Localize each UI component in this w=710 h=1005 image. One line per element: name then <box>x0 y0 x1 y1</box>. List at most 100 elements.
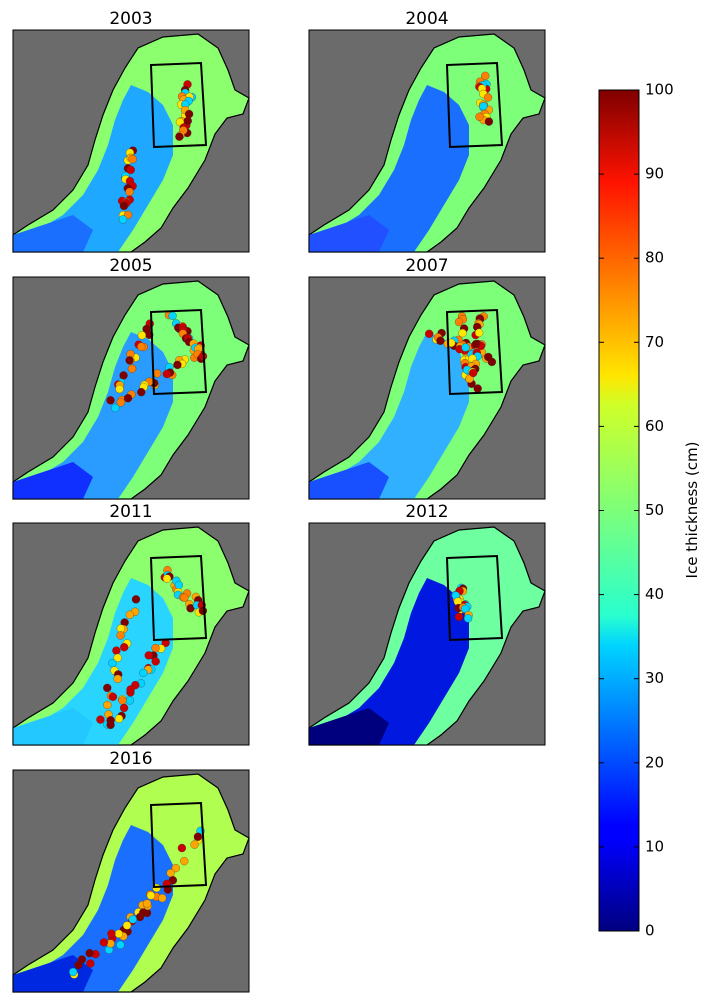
track-dot <box>473 384 482 393</box>
track-dot <box>86 959 95 968</box>
track-dot <box>116 398 125 407</box>
study-box <box>149 554 208 642</box>
tick-label: 90 <box>645 165 664 183</box>
track-dot <box>190 840 199 849</box>
track-dot <box>461 604 470 614</box>
tick-label: 50 <box>645 501 664 519</box>
panel-title: 2012 <box>405 502 448 522</box>
tick-label: 70 <box>645 333 664 351</box>
map-panel <box>12 522 250 746</box>
sea-ice-mid <box>309 332 469 499</box>
track-dot <box>122 921 132 930</box>
sea-ice-south <box>13 215 93 252</box>
map-panel <box>12 769 250 993</box>
tick-label: 30 <box>645 669 664 687</box>
track-dot <box>198 606 208 615</box>
track-dot <box>119 201 129 211</box>
track-dot <box>125 356 134 365</box>
sea-ice-mid <box>13 332 173 499</box>
track-dot <box>174 580 184 590</box>
sea-ice-south <box>309 462 389 499</box>
track-dot <box>193 832 203 841</box>
sea-ice-south <box>309 215 389 252</box>
panel-frame <box>12 769 250 993</box>
panel-frame <box>308 276 546 500</box>
track-dot <box>137 388 146 397</box>
track-dot <box>484 117 494 126</box>
track-dot <box>481 71 490 81</box>
study-box <box>445 554 504 642</box>
sea-ice-mid <box>309 85 469 252</box>
track-dot <box>103 700 112 710</box>
track-dot <box>139 668 148 678</box>
track-dot <box>162 574 172 583</box>
track-dot <box>487 357 497 367</box>
track-dot <box>119 371 128 380</box>
colorbar-label: Ice thickness (cm) <box>683 442 701 579</box>
study-box <box>445 61 504 149</box>
panel-title: 2016 <box>109 749 152 769</box>
tick-label: 10 <box>645 837 664 855</box>
track-dot <box>114 929 123 938</box>
track-dot <box>158 893 167 903</box>
track-dot <box>85 949 94 958</box>
track-dot <box>107 929 116 938</box>
track-dot <box>118 696 127 705</box>
track-dot <box>177 843 187 853</box>
study-box <box>149 308 208 396</box>
tick-label: 20 <box>645 753 664 771</box>
panel-frame <box>12 522 250 746</box>
track-dot <box>128 915 137 924</box>
track-dot <box>474 328 484 337</box>
map-panel <box>12 276 250 500</box>
track-dot <box>131 595 141 604</box>
sea-ice-south <box>309 708 389 745</box>
track-dot <box>106 396 115 405</box>
track-dot <box>125 610 135 619</box>
study-box <box>149 801 208 889</box>
panel-title: 2003 <box>109 9 152 29</box>
colorbar: Ice thickness (cm) 0 10 20 30 40 50 60 70 80 90 10… <box>598 81 701 940</box>
track-dot <box>108 658 117 668</box>
track-dot <box>454 612 464 621</box>
track-dot <box>463 614 473 623</box>
track-dot <box>173 360 182 370</box>
track-dot <box>458 328 467 338</box>
tick-label: 40 <box>645 585 664 603</box>
track-dot <box>68 967 78 977</box>
panel-title: 2011 <box>109 502 152 522</box>
track-dot <box>483 93 493 102</box>
track-dot <box>123 394 133 403</box>
sea-ice-south <box>13 708 93 745</box>
map-panel <box>308 276 546 500</box>
track-dot <box>166 868 175 878</box>
track-dot <box>125 187 134 197</box>
track-dot <box>137 331 147 340</box>
track-dot <box>126 165 135 175</box>
sea-ice-mid <box>13 85 173 252</box>
track-dot <box>436 336 445 345</box>
sea-ice-mid <box>13 825 173 992</box>
study-box <box>149 61 208 149</box>
track-dot <box>135 912 145 922</box>
panels: 2003 2004 2005 2007 2011 2012 2016 <box>12 9 546 993</box>
track-dot <box>479 102 488 111</box>
track-dot <box>96 715 105 724</box>
map-panel <box>308 522 546 746</box>
track-dot <box>125 696 134 705</box>
track-dot <box>118 215 128 224</box>
track-dot <box>171 863 180 873</box>
track-dot <box>146 891 156 900</box>
track-dot <box>108 692 118 701</box>
track-dot <box>113 653 122 663</box>
panel-frame <box>12 29 250 253</box>
track-dot <box>111 403 120 413</box>
track-dot <box>461 343 470 352</box>
tick-label: 80 <box>645 249 664 267</box>
sea-ice-south <box>13 462 93 499</box>
track-dot <box>112 646 121 655</box>
tick-label: 100 <box>645 81 674 99</box>
track-dot <box>113 674 122 683</box>
track-dot <box>143 899 152 908</box>
